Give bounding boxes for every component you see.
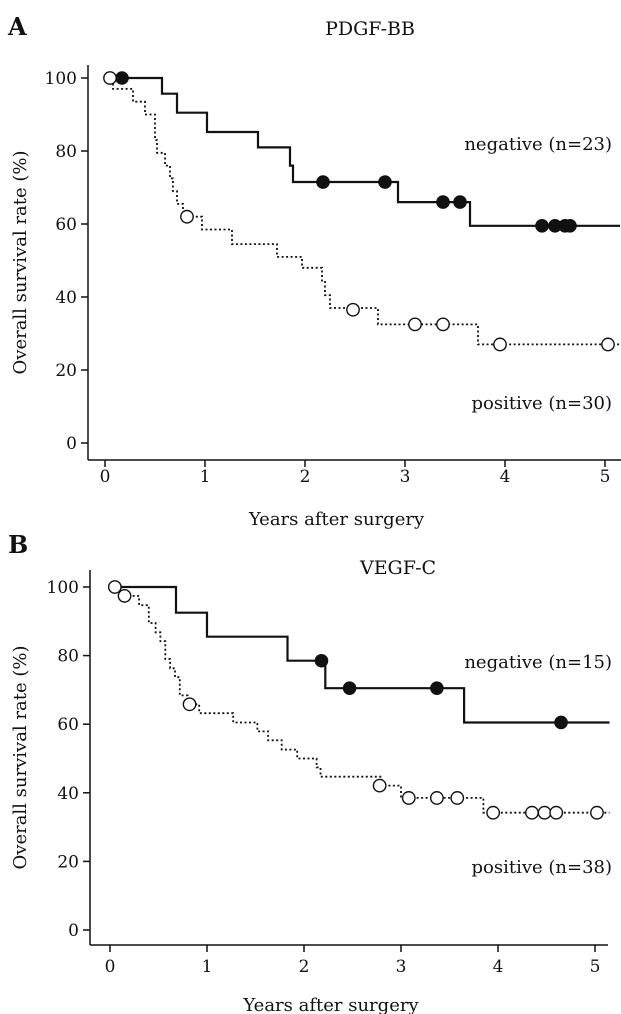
x-tick-label: 5 [590,957,601,977]
x-tick-label: 2 [300,467,311,487]
negative-censor-mark [342,681,357,695]
positive-censor-mark [182,697,197,712]
y-tick-label: 40 [57,784,79,804]
positive-censor-mark [107,580,122,594]
y-tick-label: 0 [66,434,77,454]
negative-censor-mark [453,195,467,209]
y-axis-label: Overall survival rate (%) [10,646,31,870]
positive-censor-mark [537,805,552,820]
positive-survival-curve [105,77,620,346]
negative-censor-mark [563,219,577,233]
negative-survival-curve [105,76,620,227]
x-axis-label: Years after surgery [242,995,419,1014]
chart-title: VEGF-C [359,557,436,579]
positive-censor-mark [486,805,501,820]
y-tick-label: 100 [45,69,77,89]
positive-censor-mark [401,791,416,805]
positive-censor-mark [180,209,194,224]
panel-letter: A [7,12,27,41]
x-tick-label: 1 [202,957,213,977]
y-tick-label: 80 [57,647,79,667]
x-tick-label: 4 [500,467,511,487]
negative-group-label: negative (n=15) [464,652,612,673]
negative-censor-mark [436,195,450,209]
chart-title: PDGF-BB [325,18,415,40]
positive-censor-mark [117,589,132,603]
x-tick-label: 4 [493,957,504,977]
y-axis-label: Overall survival rate (%) [10,151,31,375]
negative-censor-mark [378,175,392,189]
x-tick-label: 0 [105,957,116,977]
panel-a: A PDGF-BB 0 20 40 60 80 100 0 1 2 3 4 5 Years after su… [7,12,621,530]
x-tick-label: 2 [299,957,310,977]
negative-survival-curve [110,585,610,724]
positive-censor-mark [549,805,564,820]
y-tick-label: 80 [55,142,77,162]
positive-censor-mark [450,791,465,805]
positive-censor-mark [429,791,444,805]
positive-group-label: positive (n=38) [471,857,612,878]
x-tick-label: 1 [200,467,211,487]
negative-censor-mark [430,681,444,695]
x-tick-label: 0 [100,467,111,487]
panel-letter: B [8,530,28,559]
positive-censor-mark [525,805,539,820]
y-tick-label: 0 [68,921,79,941]
y-tick-label: 40 [55,288,77,308]
positive-censor-mark [408,317,422,332]
y-tick-label: 20 [55,361,77,381]
x-tick-label: 3 [400,467,411,487]
y-tick-label: 20 [57,852,79,872]
x-tick-label: 5 [600,467,611,487]
panel-b: B VEGF-C 0 20 40 60 80 100 0 1 2 3 4 5 Years after sur… [8,530,612,1014]
positive-censor-mark [346,302,360,317]
y-tick-label: 60 [57,715,79,735]
positive-censor-mark [601,337,615,352]
negative-censor-mark [115,71,129,85]
positive-censor-mark [372,778,387,793]
negative-group-label: negative (n=23) [464,134,612,155]
positive-censor-mark [103,71,117,85]
positive-censor-mark [493,337,507,352]
positive-censor-mark [436,317,450,332]
y-tick-label: 100 [47,578,79,598]
x-tick-label: 3 [396,957,407,977]
positive-censor-mark [590,805,604,820]
negative-censor-mark [554,715,568,730]
x-axis-label: Years after surgery [248,509,425,530]
negative-censor-mark [316,175,330,189]
y-tick-label: 60 [55,215,77,235]
negative-censor-mark [314,653,329,668]
negative-censor-mark [535,219,549,233]
positive-group-label: positive (n=30) [471,393,612,414]
